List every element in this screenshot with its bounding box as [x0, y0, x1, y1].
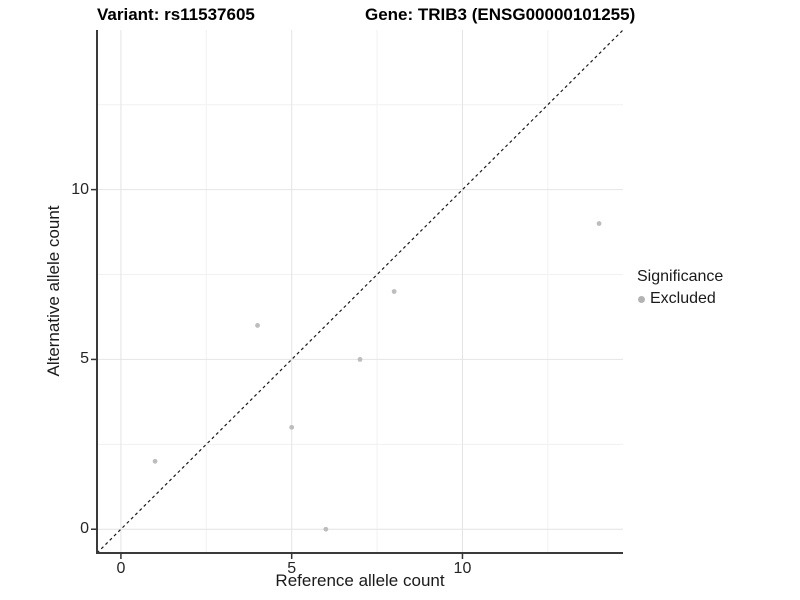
- x-tick-label: 5: [287, 560, 297, 577]
- y-tick-label: 0: [80, 520, 89, 538]
- data-point: [596, 221, 602, 226]
- data-point: [391, 289, 397, 294]
- identity-dashed-line: [96, 29, 624, 554]
- data-point: [289, 424, 295, 430]
- legend-point-swatch: [638, 295, 645, 303]
- data-point: [357, 357, 363, 362]
- x-tick-label: 10: [453, 560, 472, 577]
- legend: Significance Excluded: [637, 268, 723, 308]
- legend-item-label: Excluded: [650, 290, 716, 307]
- data-point: [323, 526, 329, 532]
- y-tick-label: 10: [71, 180, 89, 198]
- x-axis-label: Reference allele count: [275, 571, 445, 590]
- data-point: [255, 323, 260, 328]
- x-tick-label: 0: [116, 560, 126, 577]
- plot-title-gene: Gene: TRIB3 (ENSG00000101255): [365, 5, 636, 24]
- legend-item-excluded: Excluded: [637, 290, 723, 308]
- y-axis-label: Alternative allele count: [44, 205, 63, 377]
- data-point: [152, 458, 158, 464]
- y-tick-label: 5: [80, 350, 89, 368]
- plot-title-variant: Variant: rs11537605: [97, 5, 255, 24]
- legend-title: Significance: [637, 268, 724, 285]
